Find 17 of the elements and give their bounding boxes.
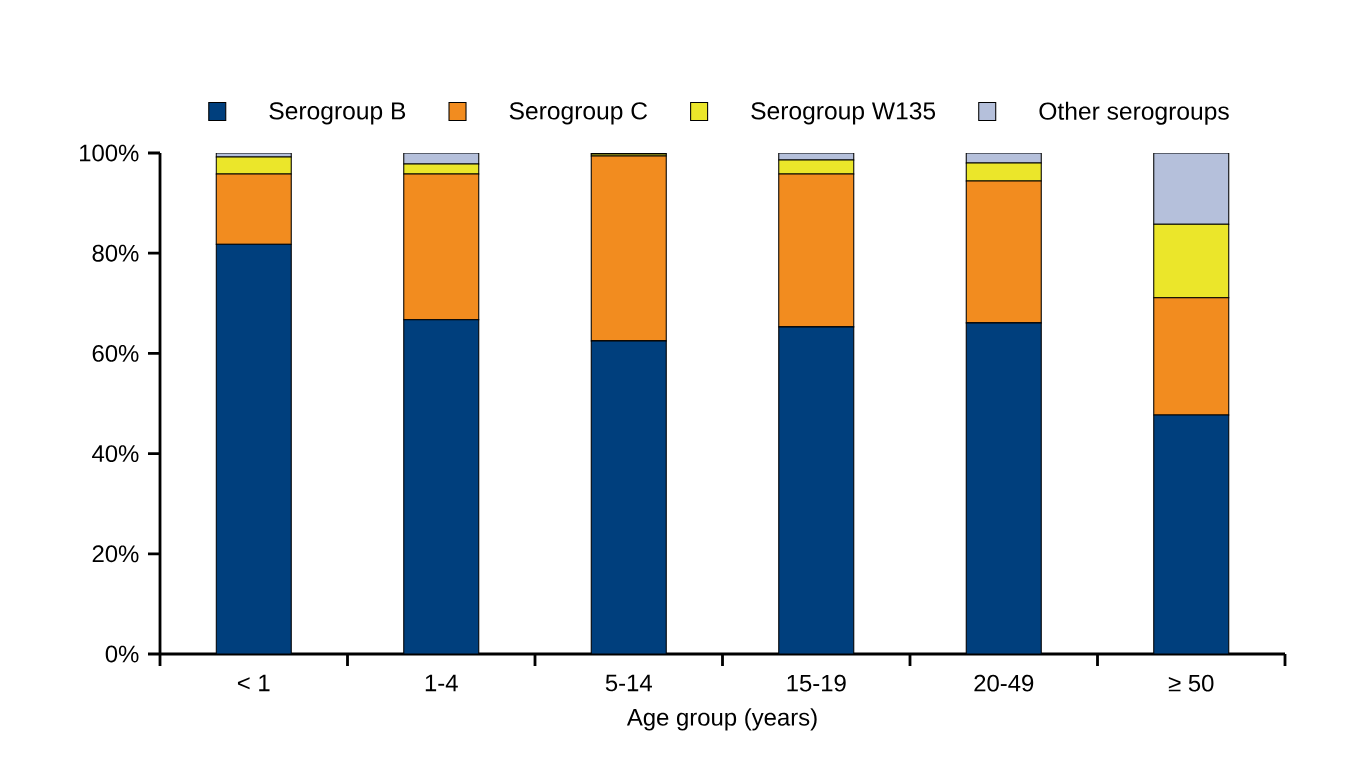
- x-tick-label: ≥ 50: [1168, 674, 1214, 692]
- legend-label: Serogroup W135: [751, 102, 936, 125]
- y-tick-label: 40%: [92, 445, 139, 463]
- legend-label: Serogroup B: [269, 102, 406, 125]
- x-tick-label: 1-4: [425, 674, 458, 692]
- y-tick-label: 100%: [80, 144, 139, 162]
- x-axis-title: Age group (years): [626, 708, 817, 731]
- x-tick-label: 15-19: [787, 674, 846, 692]
- legend-label: Other serogroups: [1039, 101, 1229, 125]
- y-tick-label: 80%: [92, 244, 139, 262]
- x-tick-label: 5-14: [605, 674, 652, 692]
- legend-label: Serogroup C: [509, 102, 648, 125]
- x-tick-label: < 1: [237, 674, 270, 692]
- x-tick-label: 20-49: [974, 674, 1034, 692]
- y-tick-label: 20%: [92, 545, 139, 563]
- y-tick-label: 60%: [92, 344, 139, 362]
- y-tick-label: 0%: [105, 645, 139, 663]
